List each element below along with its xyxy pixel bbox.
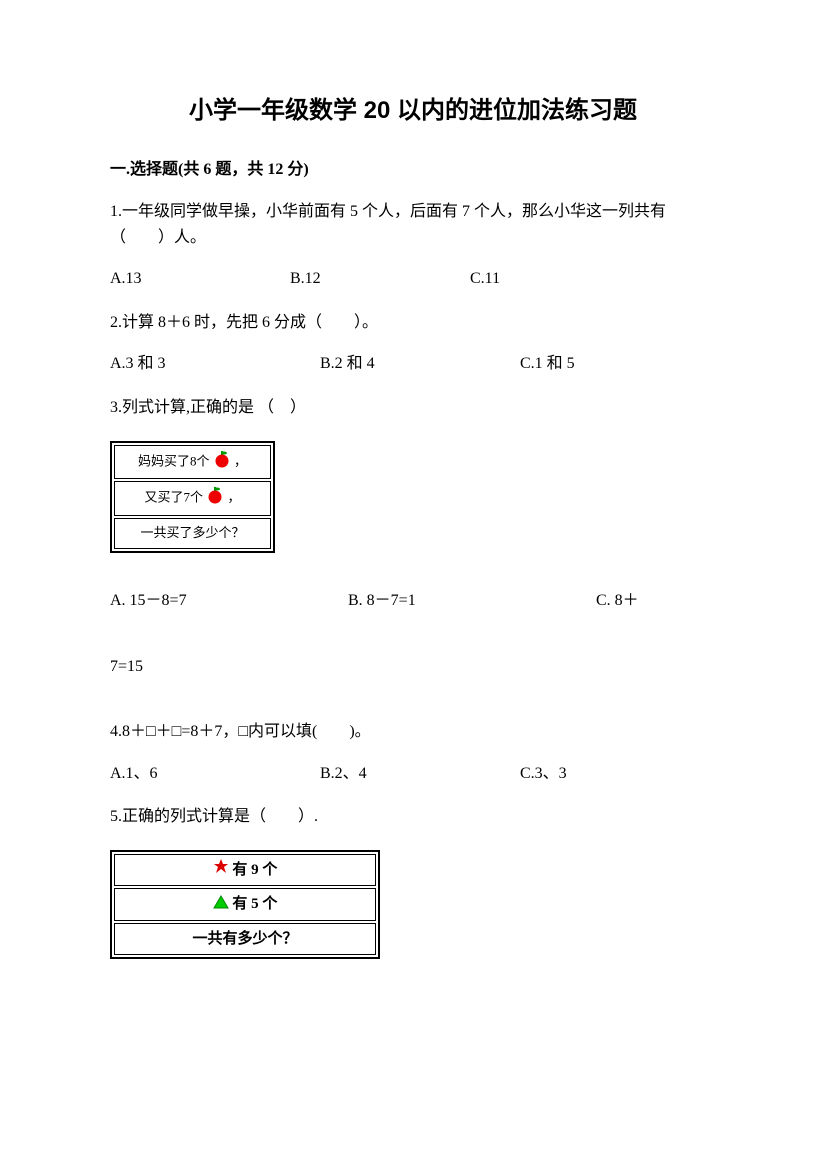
question-4: 4.8＋□＋□=8＋7，□内可以填( )。 A.1、6 B.2、4 C.3、3 (110, 719, 716, 786)
q4-text: 4.8＋□＋□=8＋7，□内可以填( )。 (110, 719, 716, 745)
q3-row2-text: 又买了7个 (144, 490, 203, 505)
q1-option-c: C.11 (470, 266, 650, 292)
q5-table: 有 9 个 有 5 个 一共有多少个？ (110, 850, 380, 959)
q3-result: 7=15 (110, 654, 716, 680)
q2-options: A.3 和 3 B.2 和 4 C.1 和 5 (110, 351, 716, 377)
q3-row1-text: 妈妈买了8个 (138, 453, 210, 468)
q5-text: 5.正确的列式计算是（ ）. (110, 804, 716, 830)
table-row: 一共有多少个？ (114, 923, 376, 955)
q3-table: 妈妈买了8个 ， 又买了7个 (110, 441, 275, 553)
apple-icon (206, 486, 224, 511)
comma: ， (228, 490, 241, 505)
table-row: 一共买了多少个？ (114, 518, 271, 549)
q3-option-c: C. 8＋ (596, 588, 696, 614)
q1-options: A.13 B.12 C.11 (110, 266, 716, 292)
table-row: 有 5 个 (114, 888, 376, 921)
q2-option-b: B.2 和 4 (320, 351, 520, 377)
q2-text: 2.计算 8＋6 时，先把 6 分成（ ）。 (110, 310, 716, 336)
q1-option-a: A.13 (110, 266, 290, 292)
q5-row3: 一共有多少个？ (114, 923, 376, 955)
q5-row1: 有 9 个 (114, 854, 376, 887)
q4-option-b: B.2、4 (320, 761, 520, 787)
table-row: 又买了7个 ， (114, 481, 271, 516)
comma: ， (234, 453, 247, 468)
table-row: 有 9 个 (114, 854, 376, 887)
q2-option-a: A.3 和 3 (110, 351, 320, 377)
q4-option-c: C.3、3 (520, 761, 670, 787)
question-1: 1.一年级同学做早操，小华前面有 5 个人，后面有 7 个人，那么小华这一列共有… (110, 199, 716, 292)
question-2: 2.计算 8＋6 时，先把 6 分成（ ）。 A.3 和 3 B.2 和 4 C… (110, 310, 716, 377)
question-5: 5.正确的列式计算是（ ）. 有 9 个 有 5 个 (110, 804, 716, 959)
q4-options: A.1、6 B.2、4 C.3、3 (110, 761, 716, 787)
q5-row2-text: 有 5 个 (232, 896, 277, 912)
q2-option-c: C.1 和 5 (520, 351, 670, 377)
question-3: 3.列式计算,正确的是 （ ） 妈妈买了8个 ， 又买了7个 (110, 395, 716, 679)
q3-text: 3.列式计算,正确的是 （ ） (110, 395, 716, 421)
q3-option-b: B. 8－7=1 (348, 588, 596, 614)
q3-row3: 一共买了多少个？ (114, 518, 271, 549)
q5-row1-text: 有 9 个 (232, 862, 277, 878)
star-icon (213, 858, 229, 882)
triangle-icon (213, 893, 229, 917)
q3-option-a: A. 15－8=7 (110, 588, 348, 614)
q4-option-a: A.1、6 (110, 761, 320, 787)
q1-option-b: B.12 (290, 266, 470, 292)
section-header: 一.选择题(共 6 题，共 12 分) (110, 155, 716, 179)
q3-options: A. 15－8=7 B. 8－7=1 C. 8＋ (110, 588, 716, 614)
q5-row2: 有 5 个 (114, 888, 376, 921)
page-title: 小学一年级数学 20 以内的进位加法练习题 (110, 90, 716, 125)
table-row: 妈妈买了8个 ， (114, 445, 271, 480)
apple-icon (213, 450, 231, 475)
q3-row2: 又买了7个 ， (114, 481, 271, 516)
q3-row1: 妈妈买了8个 ， (114, 445, 271, 480)
q1-text: 1.一年级同学做早操，小华前面有 5 个人，后面有 7 个人，那么小华这一列共有… (110, 199, 716, 250)
